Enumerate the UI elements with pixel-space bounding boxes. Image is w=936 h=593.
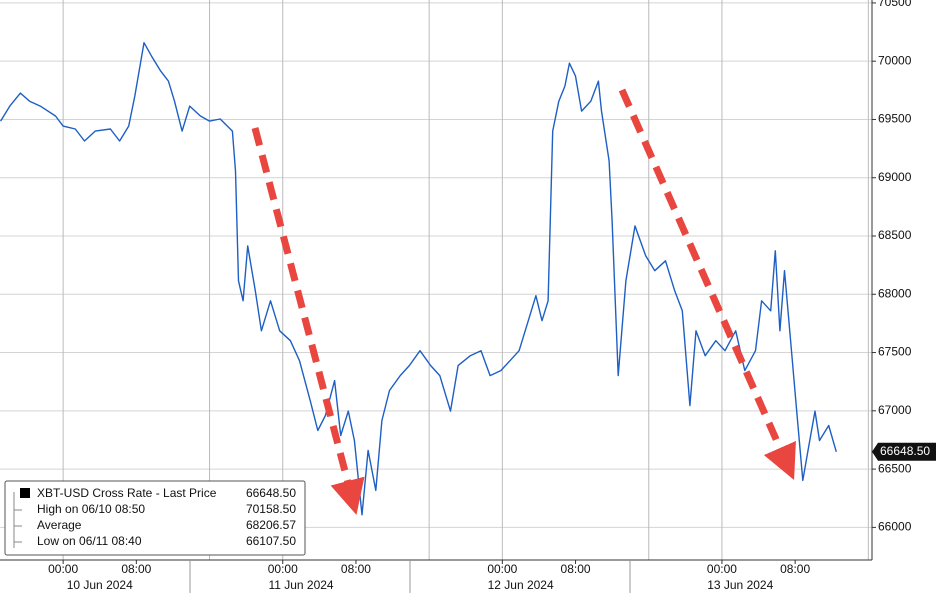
- x-tick-label: 00:00: [48, 562, 78, 576]
- y-tick-label: 69000: [878, 170, 912, 184]
- legend: XBT-USD Cross Rate - Last Price 66648.50…: [4, 480, 306, 556]
- annotation-arrow: [618, 88, 796, 481]
- last-price-tag: 66648.50: [872, 442, 936, 461]
- grid: [0, 0, 872, 560]
- x-tick-label: 08:00: [780, 562, 810, 576]
- series-line: [0, 42, 837, 516]
- x-tick-label: 08:00: [561, 562, 591, 576]
- stat-name: Average: [37, 518, 82, 532]
- tag-box: [872, 442, 936, 461]
- y-tick-label: 68500: [878, 228, 912, 242]
- stat-value: 66107.50: [246, 534, 296, 548]
- x-tick-label: 08:00: [121, 562, 151, 576]
- x-date-label: 13 Jun 2024: [707, 578, 773, 592]
- legend-swatch: [20, 488, 30, 498]
- legend-label: XBT-USD Cross Rate - Last Price: [37, 486, 217, 500]
- tag-label: 66648.50: [880, 444, 930, 458]
- x-date-label: 10 Jun 2024: [67, 578, 133, 592]
- x-tick-label: 00:00: [268, 562, 298, 576]
- x-date-label: 11 Jun 2024: [268, 578, 333, 592]
- y-tick-label: 66500: [878, 461, 912, 475]
- y-tick-label: 70500: [878, 0, 912, 9]
- legend-tree: [13, 492, 22, 548]
- y-tick-label: 68000: [878, 286, 912, 300]
- x-tick-label: 00:00: [707, 562, 737, 576]
- legend-value: 66648.50: [246, 486, 296, 500]
- y-tick-label: 69500: [878, 112, 912, 126]
- plot: [0, 42, 837, 516]
- y-tick-label: 67500: [878, 345, 912, 359]
- y-tick-label: 67000: [878, 403, 912, 417]
- stat-value: 70158.50: [246, 502, 296, 516]
- stat-name: Low on 06/11 08:40: [37, 534, 142, 548]
- x-tick-label: 08:00: [341, 562, 371, 576]
- y-tick-label: 70000: [878, 53, 912, 67]
- annotation-arrow: [251, 127, 365, 515]
- x-tick-label: 00:00: [487, 562, 517, 576]
- x-date-label: 12 Jun 2024: [488, 578, 554, 592]
- stat-name: High on 06/10 08:50: [37, 502, 145, 516]
- legend-box: [4, 480, 306, 556]
- y-tick-label: 66000: [878, 520, 912, 534]
- stat-value: 68206.57: [246, 518, 296, 532]
